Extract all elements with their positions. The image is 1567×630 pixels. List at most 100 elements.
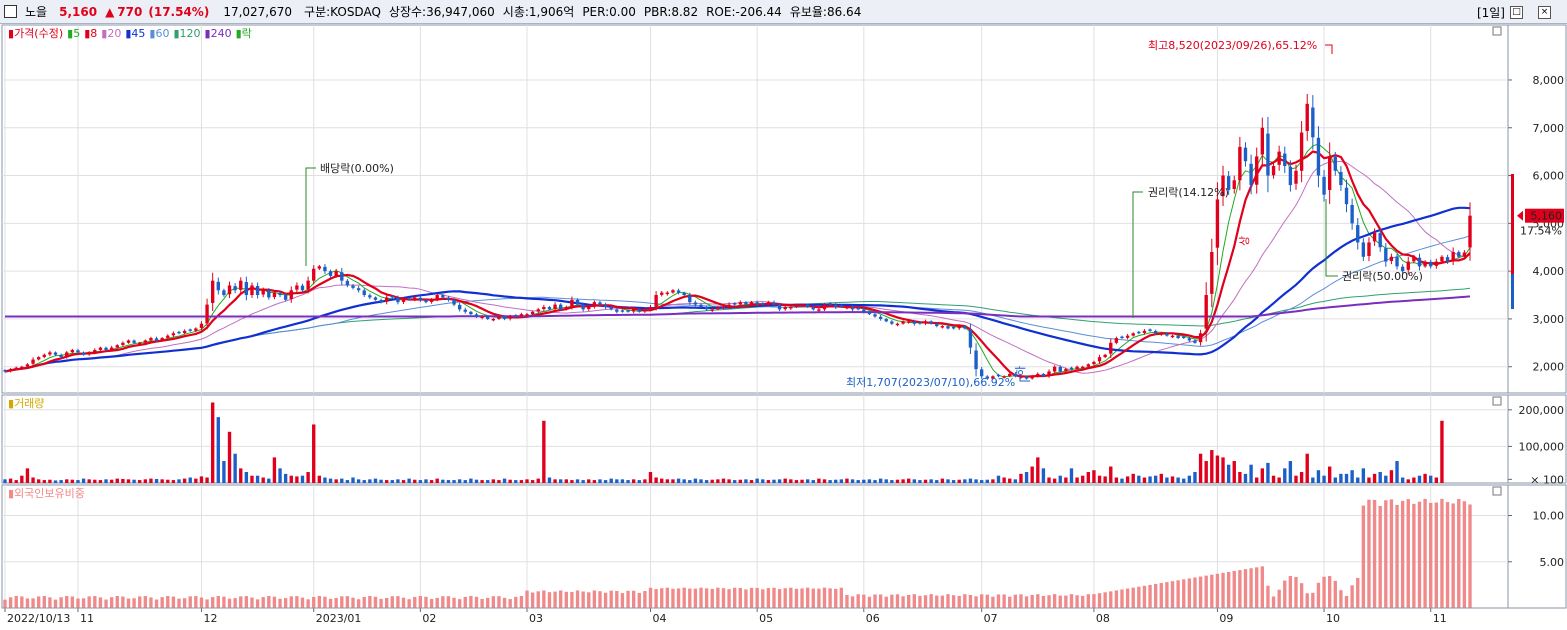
foreign-bar — [957, 595, 961, 608]
volume-bar — [519, 480, 524, 483]
foreign-bar — [1283, 580, 1287, 608]
candle-body — [1299, 132, 1304, 171]
select-checkbox[interactable] — [4, 5, 17, 18]
candle-body — [1277, 151, 1281, 165]
volume-bar — [951, 480, 956, 483]
volume-bar — [884, 479, 888, 483]
foreign-bar — [1019, 594, 1023, 608]
foreign-bar — [918, 595, 922, 608]
foreign-bar — [407, 599, 411, 608]
foreign-bar — [946, 594, 950, 608]
candle-body — [1249, 163, 1253, 186]
candle-body — [676, 290, 681, 293]
volume-bar — [688, 480, 692, 483]
candle-body — [564, 306, 568, 310]
volume-bar — [1400, 477, 1405, 483]
candle-body — [721, 306, 726, 309]
volume-bar — [654, 477, 658, 483]
foreign-bar — [1120, 589, 1124, 608]
axis-frame-3 — [1507, 484, 1567, 609]
candle-body — [1187, 338, 1192, 341]
foreign-bar — [289, 596, 293, 608]
volume-bar — [733, 480, 737, 483]
foreign-bar — [1255, 567, 1259, 608]
period-label[interactable]: [1일] — [1476, 6, 1505, 20]
candle-body — [1288, 166, 1293, 186]
close-icon[interactable]: × — [1538, 6, 1551, 19]
foreign-bar — [615, 590, 619, 608]
candle-body — [929, 321, 933, 324]
foreign-bar — [1013, 594, 1018, 608]
legend-swatch: ▮ — [67, 27, 73, 40]
candle-body — [199, 323, 204, 328]
volume-bar — [98, 480, 103, 483]
volume-bar — [1047, 477, 1051, 483]
foreign-bar — [525, 590, 529, 608]
vol-y-tick-label: 100,000 — [1519, 440, 1565, 453]
maximize-icon[interactable]: □ — [1510, 6, 1523, 19]
foreign-bar — [1277, 589, 1281, 608]
volume-bar — [1333, 477, 1337, 483]
foreign-bar — [390, 596, 394, 608]
candle-body — [1417, 257, 1422, 267]
foreign-bar — [446, 596, 451, 608]
volume-bar — [154, 478, 159, 483]
foreign-bar — [261, 597, 265, 608]
candle-body — [239, 280, 243, 290]
volume-bar — [48, 479, 52, 483]
volume-bar — [3, 479, 7, 483]
candle-body — [727, 304, 731, 307]
candle-body — [340, 272, 344, 281]
foreign-bar — [1041, 595, 1046, 608]
volume-bar — [1159, 473, 1163, 483]
candle-body — [70, 349, 75, 353]
current-price: 5,160 — [59, 4, 98, 19]
candle-body — [42, 354, 46, 357]
foreign-bar — [643, 591, 647, 608]
foreign-bar — [1400, 500, 1405, 608]
candle-body — [502, 316, 507, 319]
candle-body — [1086, 364, 1090, 367]
candle-body — [244, 282, 249, 296]
volume-bar — [317, 475, 322, 483]
candle-body — [115, 345, 119, 348]
y-tick-label: 8,000 — [1533, 74, 1565, 87]
foreign-y-tick-label: 10.00 — [1533, 510, 1565, 523]
volume-bar — [929, 479, 933, 483]
volume-bar — [979, 480, 984, 483]
candle-body — [407, 298, 411, 300]
foreign-bar — [1226, 571, 1231, 608]
volume-bar — [1109, 466, 1113, 483]
y-tick-label: 2,000 — [1533, 361, 1565, 374]
volume-bar — [1389, 470, 1394, 483]
volume-bar — [615, 479, 619, 483]
foreign-bar — [1137, 586, 1141, 608]
volume-bar — [1193, 472, 1197, 483]
volume-bar — [587, 479, 591, 483]
foreign-bar — [1271, 596, 1276, 608]
rights-annotation-1: 권리락(14.12%) — [1148, 186, 1229, 199]
x-tick-label: 06 — [866, 612, 880, 625]
candle-body — [878, 316, 883, 319]
foreign-bar — [727, 589, 731, 608]
foreign-bar — [559, 590, 563, 608]
volume-bar — [907, 478, 911, 483]
y-tick-label: 3,000 — [1533, 313, 1565, 326]
volume-bar — [407, 478, 411, 483]
candle-body — [951, 327, 956, 329]
candle-body — [188, 329, 192, 331]
legend-item: 가격(수정) — [14, 27, 63, 40]
legend-swatch: ▮ — [205, 27, 211, 40]
volume-bar — [1204, 461, 1208, 483]
candle-body — [514, 315, 518, 317]
candle-body — [1243, 147, 1248, 162]
volume-bar — [362, 480, 366, 483]
volume-bar — [457, 479, 462, 483]
candle-body — [351, 285, 355, 288]
volume-bar — [497, 480, 501, 483]
candle-body — [884, 318, 888, 322]
volume-bar — [486, 480, 490, 483]
candle-body — [1198, 333, 1203, 343]
dividend-pointer — [305, 167, 316, 266]
candle-body — [1232, 180, 1236, 189]
